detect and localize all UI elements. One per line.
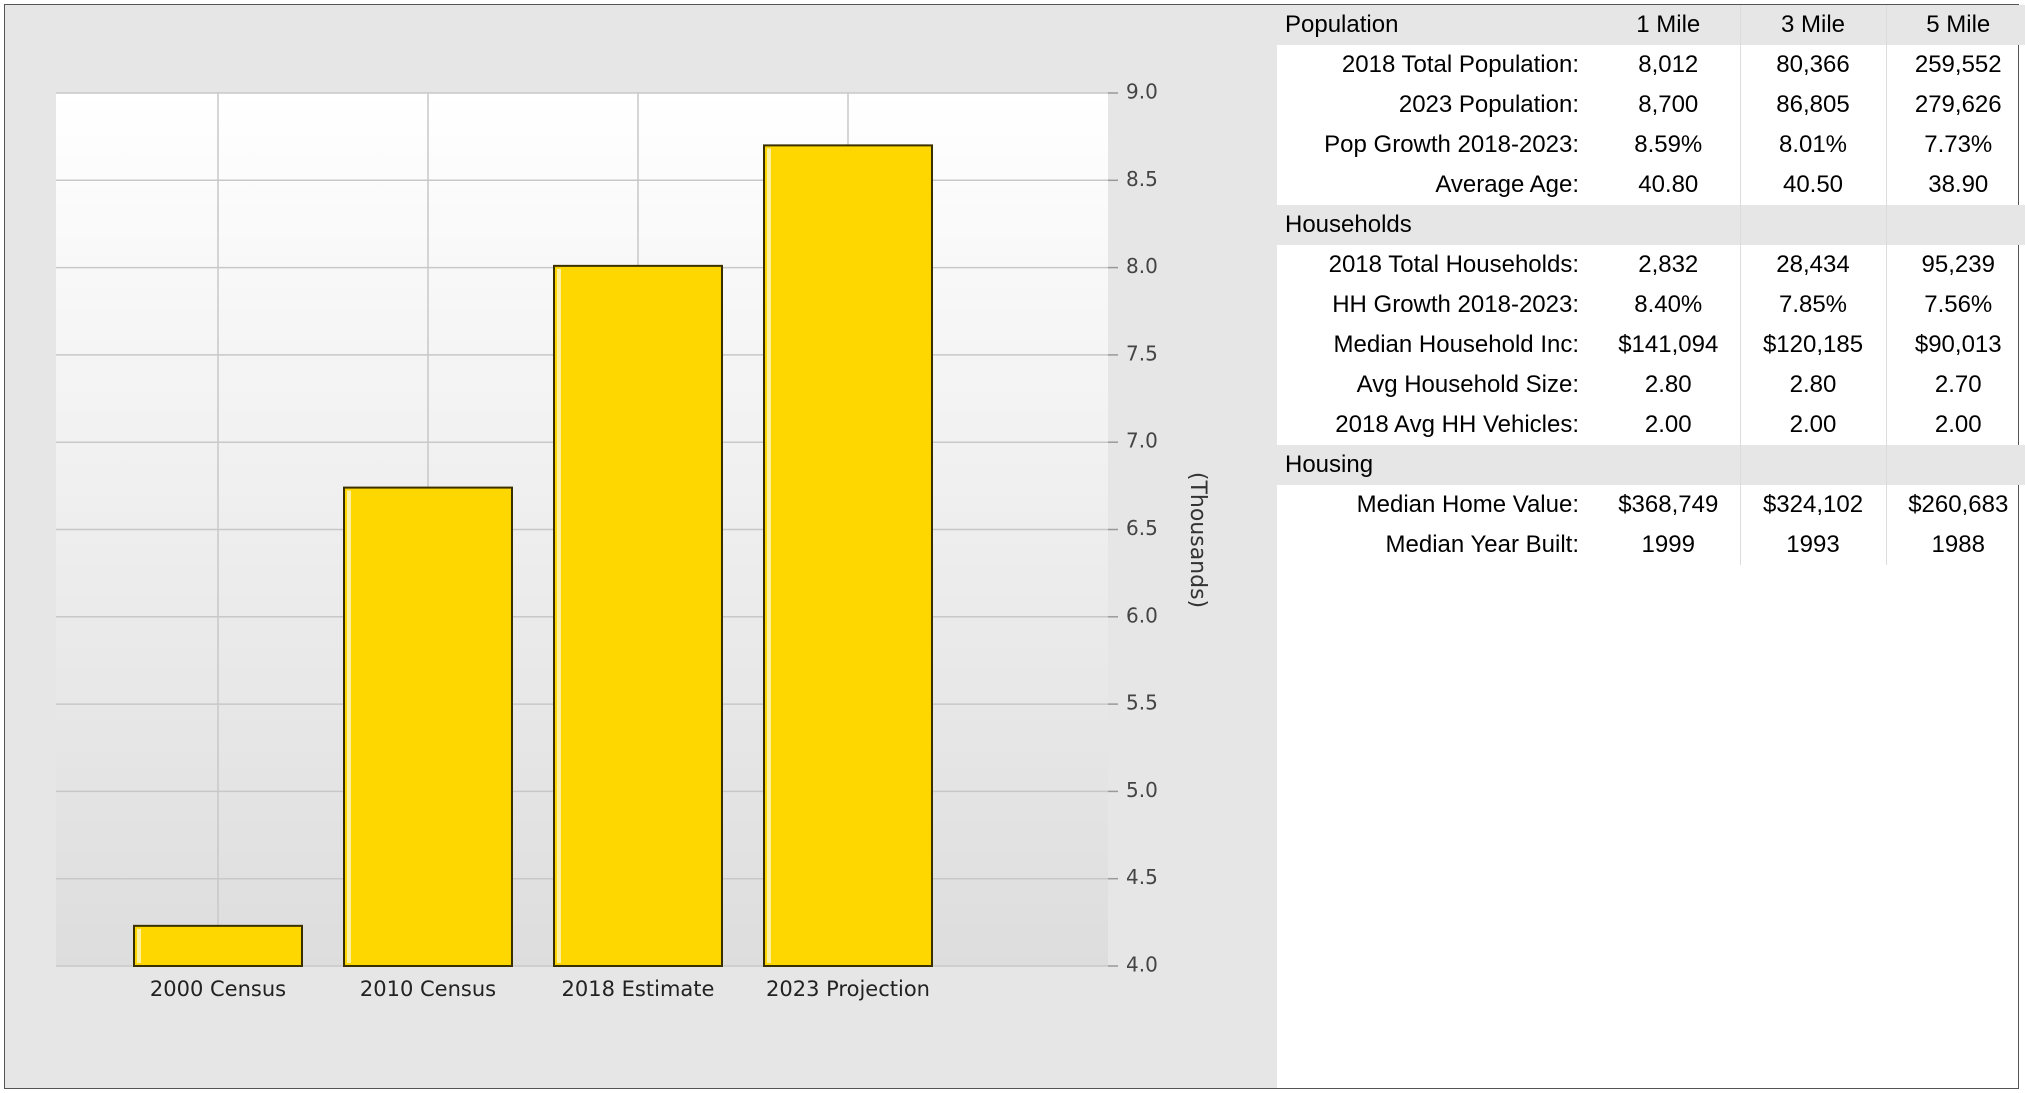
section-title: Housing: [1277, 445, 1597, 485]
row-value: 2.80: [1740, 365, 1887, 405]
row-label: Pop Growth 2018-2023:: [1324, 131, 1579, 158]
bar-highlight: [347, 490, 351, 963]
table-row: HH Growth 2018-2023: 8.40% 7.85% 7.56%: [1277, 285, 2025, 325]
table-row: 2018 Total Households: 2,832 28,434 95,239: [1277, 245, 2025, 285]
section-header-row: Households: [1277, 205, 2025, 245]
section-cell: [1740, 445, 1887, 485]
bar-2000-census: [133, 924, 303, 967]
row-value: 8,700: [1597, 85, 1741, 125]
row-value: 7.73%: [1924, 131, 1993, 158]
y-tick-label: 5.5: [1126, 691, 1158, 715]
table-row: Median Home Value: $368,749 $324,102 $260,6…: [1277, 485, 2025, 525]
y-tick-label: 7.0: [1126, 429, 1158, 453]
row-value: 2.00: [1597, 405, 1741, 445]
table-row: Median Household Inc: $141,094 $120,185 $90…: [1277, 325, 2025, 365]
x-category-label: 2000 Census: [150, 977, 286, 1001]
row-value: 8.59%: [1597, 125, 1741, 165]
y-tick-label: 9.0: [1126, 80, 1158, 104]
table-row: 2018 Avg HH Vehicles: 2.00 2.00 2.00: [1277, 405, 2025, 445]
table-row: 2018 Total Population: 8,012 80,366 259,552: [1277, 45, 2025, 85]
row-value: 40.50: [1740, 165, 1887, 205]
row-value: 2.00: [1740, 405, 1887, 445]
section-header-row: Housing: [1277, 445, 2025, 485]
row-value: 2.80: [1597, 365, 1741, 405]
row-label: Median Home Value:: [1356, 491, 1579, 518]
bar-2023-projection: [763, 144, 933, 967]
row-value: 8,012: [1597, 45, 1741, 85]
section-cell: [1597, 445, 1741, 485]
y-tick-label: 4.5: [1126, 865, 1158, 889]
row-value: 95,239: [1921, 251, 1995, 278]
y-axis-label: (Thousands): [1185, 472, 1210, 608]
row-value: 8.40%: [1597, 285, 1741, 325]
section-header-row: Population 1 Mile 3 Mile 5 Mile: [1277, 5, 2025, 45]
row-value: 1999: [1597, 525, 1741, 565]
table-row: Pop Growth 2018-2023: 8.59% 8.01% 7.73%: [1277, 125, 2025, 165]
table-row: Average Age: 40.80 40.50 38.90: [1277, 165, 2025, 205]
row-label: Avg Household Size:: [1356, 371, 1579, 398]
row-value: 2.00: [1934, 411, 1982, 438]
row-value: 279,626: [1914, 91, 2002, 118]
population-chart-panel: 4.0 4.5 5.0 5.5 6.0 6.5 7.0 7.5 8.0 8.5 9.0 2000 C…: [5, 5, 1277, 1088]
table-row: Median Year Built: 1999 1993 1988: [1277, 525, 2025, 565]
y-tick-label: 4.0: [1126, 953, 1158, 977]
section-cell: [1886, 445, 2025, 485]
row-label: 2018 Avg HH Vehicles:: [1335, 411, 1579, 438]
row-label: Median Year Built:: [1385, 531, 1579, 558]
y-tick-label: 6.0: [1126, 603, 1158, 627]
bar-highlight: [557, 268, 561, 963]
report-frame: 4.0 4.5 5.0 5.5 6.0 6.5 7.0 7.5 8.0 8.5 9.0 2000 C…: [4, 4, 2025, 1089]
row-value: 8.01%: [1740, 125, 1887, 165]
row-value: 2.70: [1934, 371, 1982, 398]
x-category-label: 2010 Census: [360, 977, 496, 1001]
bar-2010-census: [343, 486, 513, 967]
column-header: 1 Mile: [1597, 5, 1741, 45]
y-tick-label: 7.5: [1126, 341, 1158, 365]
section-title: Households: [1277, 205, 1597, 245]
row-value: $260,683: [1908, 491, 2009, 518]
row-value: 40.80: [1597, 165, 1741, 205]
row-label: 2018 Total Population:: [1341, 51, 1579, 78]
row-value: 28,434: [1740, 245, 1887, 285]
y-tick-label: 8.5: [1126, 167, 1158, 191]
section-cell: [1886, 205, 2025, 245]
row-value: 7.85%: [1740, 285, 1887, 325]
demographics-table: Population 1 Mile 3 Mile 5 Mile 2018 Total P…: [1277, 5, 2025, 565]
section-title: Population: [1277, 5, 1597, 45]
row-value: $141,094: [1597, 325, 1741, 365]
column-header: 3 Mile: [1740, 5, 1887, 45]
bar-highlight: [137, 928, 141, 963]
x-category-label: 2018 Estimate: [562, 977, 715, 1001]
row-label: 2023 Population:: [1398, 91, 1579, 118]
x-category-label: 2023 Projection: [766, 977, 930, 1001]
table-row: Avg Household Size: 2.80 2.80 2.70: [1277, 365, 2025, 405]
y-tick-label: 8.0: [1126, 254, 1158, 278]
section-cell: [1597, 205, 1741, 245]
row-label: HH Growth 2018-2023:: [1332, 291, 1579, 318]
row-value: 2,832: [1597, 245, 1741, 285]
row-value: 259,552: [1914, 51, 2002, 78]
row-value: $368,749: [1597, 485, 1741, 525]
row-value: $120,185: [1740, 325, 1887, 365]
row-value: 1988: [1931, 531, 1985, 558]
row-value: 86,805: [1740, 85, 1887, 125]
section-cell: [1740, 205, 1887, 245]
y-tick-label: 6.5: [1126, 516, 1158, 540]
row-value: 38.90: [1928, 171, 1989, 198]
row-value: 80,366: [1740, 45, 1887, 85]
population-bar-chart: 4.0 4.5 5.0 5.5 6.0 6.5 7.0 7.5 8.0 8.5 9.0 2000 C…: [56, 80, 1210, 1001]
y-tick-label: 5.0: [1126, 778, 1158, 802]
row-value: $324,102: [1740, 485, 1887, 525]
column-header: 5 Mile: [1886, 5, 2025, 45]
bar-highlight: [767, 148, 771, 963]
row-value: 1993: [1740, 525, 1887, 565]
row-value: $90,013: [1914, 331, 2002, 358]
row-label: Average Age:: [1435, 171, 1579, 198]
bar-2018-estimate: [553, 264, 723, 967]
row-value: 7.56%: [1924, 291, 1993, 318]
row-label: 2018 Total Households:: [1328, 251, 1579, 278]
table-row: 2023 Population: 8,700 86,805 279,626: [1277, 85, 2025, 125]
row-label: Median Household Inc:: [1333, 331, 1579, 358]
